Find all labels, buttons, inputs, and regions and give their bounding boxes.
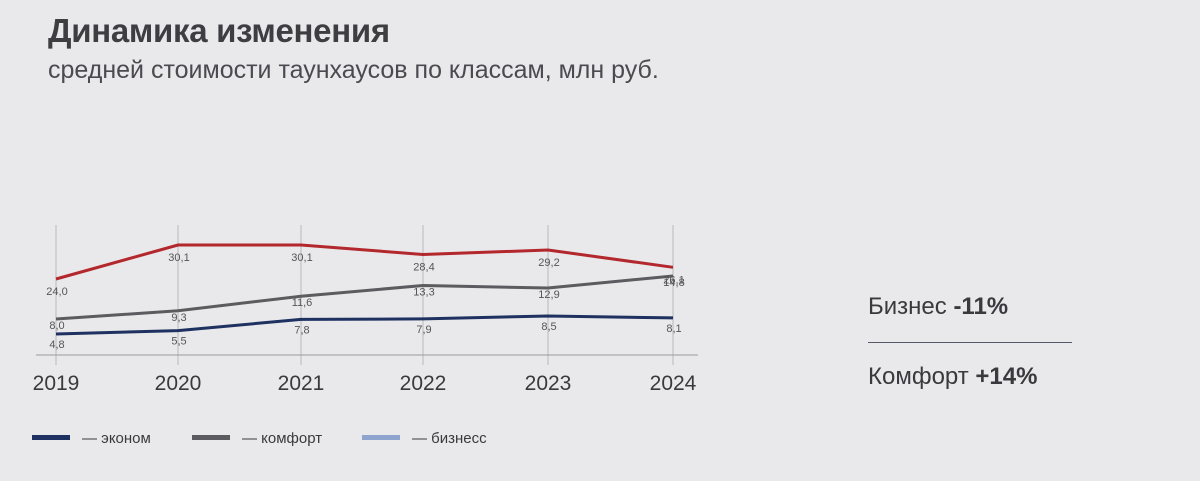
data-label-1-3: 13,3 [413, 287, 434, 299]
data-label-2-2: 30,1 [291, 252, 312, 264]
x-tick-label-2022: 2022 [400, 372, 447, 395]
data-label-2-0: 24,0 [46, 286, 67, 298]
data-label-0-3: 7,9 [416, 324, 431, 336]
series-line-2 [55, 243, 674, 281]
data-label-1-2: 11,6 [292, 297, 313, 309]
legend-label-2: — бизнесс [412, 430, 487, 447]
summary-business: Бизнес -11% [868, 293, 1073, 321]
data-label-0-1: 5,5 [171, 336, 186, 348]
data-label-0-4: 8,5 [541, 321, 556, 333]
data-label-0-0: 4,8 [49, 339, 64, 351]
summary-business-value: -11% [953, 293, 1009, 320]
data-label-2-1: 30,1 [168, 252, 189, 264]
chart-title: Динамика изменения [48, 12, 390, 49]
x-tick-label-2024: 2024 [650, 372, 697, 395]
x-tick-label-2021: 2021 [278, 372, 325, 395]
x-tick-label-2023: 2023 [525, 372, 572, 395]
data-label-0-5: 8,1 [666, 323, 681, 335]
line-chart: 4,8 5,5 7,8 7,9 8,5 8,1 8,0 9,3 11,6 13,3 12,9 14,8… [32, 225, 698, 447]
data-label-1-5: 14,8 [663, 277, 684, 289]
legend-label-0: — эконом [82, 430, 151, 447]
data-label-2-3: 28,4 [413, 262, 434, 274]
data-label-1-1: 9,3 [171, 312, 186, 324]
data-label-1-0: 8,0 [49, 320, 64, 332]
series-line-0 [55, 314, 674, 336]
summary-business-label: Бизнес [868, 293, 947, 320]
summary-comfort-value: +14% [975, 363, 1038, 390]
legend-swatch-1 [192, 435, 230, 440]
data-label-1-4: 12,9 [538, 289, 559, 301]
summary-comfort-label: Комфорт [868, 363, 969, 390]
data-label-2-4: 29,2 [538, 257, 559, 269]
chart-subtitle: средней стоимости таунхаусов по классам,… [48, 56, 659, 84]
legend-label-1: — комфорт [242, 430, 322, 447]
legend-swatch-0 [32, 435, 70, 440]
series-line-1 [55, 274, 674, 321]
summary-divider [868, 342, 1072, 343]
summary-comfort: Комфорт +14% [868, 363, 1073, 391]
data-label-0-2: 7,8 [294, 324, 309, 336]
legend-swatch-2 [362, 435, 400, 440]
x-tick-label-2020: 2020 [155, 372, 202, 395]
data-label-2-5: 26,1 [663, 274, 684, 286]
x-tick-label-2019: 2019 [33, 372, 80, 395]
